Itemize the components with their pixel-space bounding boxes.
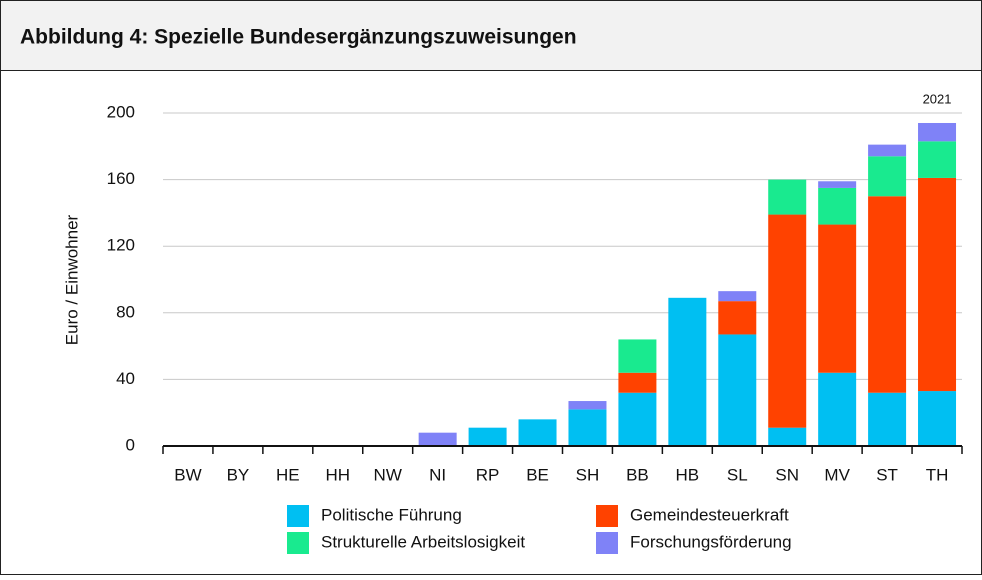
x-tick-label: HE bbox=[276, 465, 300, 484]
legend-label: Strukturelle Arbeitslosigkeit bbox=[321, 532, 525, 551]
bar-segment bbox=[918, 122, 957, 142]
x-tick-label: HH bbox=[326, 465, 351, 484]
y-tick-label: 200 bbox=[107, 102, 135, 121]
bar-segment bbox=[518, 419, 557, 446]
x-tick-label: BY bbox=[227, 465, 250, 484]
x-tick-label: NW bbox=[374, 465, 402, 484]
x-tick-label: HB bbox=[676, 465, 700, 484]
header bbox=[0, 0, 982, 71]
y-tick-label: 160 bbox=[107, 169, 135, 188]
bar-segment bbox=[568, 401, 607, 410]
legend-label: Gemeindesteuerkraft bbox=[630, 505, 789, 524]
x-tick-label: SH bbox=[576, 465, 600, 484]
legend-swatch bbox=[596, 532, 618, 554]
bar-segment bbox=[768, 179, 807, 215]
bar-segment bbox=[868, 196, 907, 393]
y-tick-label: 80 bbox=[116, 302, 135, 321]
bar-segment bbox=[868, 144, 907, 157]
x-tick-label: NI bbox=[429, 465, 446, 484]
bar-segment bbox=[818, 187, 857, 225]
bar-segment bbox=[718, 291, 757, 302]
bar-segment bbox=[568, 409, 607, 446]
chart-title: Abbildung 4: Spezielle Bundesergänzungsz… bbox=[20, 26, 577, 49]
bar-segment bbox=[868, 392, 907, 446]
bar-segment bbox=[618, 392, 657, 446]
x-tick-label: BE bbox=[526, 465, 549, 484]
legend-label: Politische Führung bbox=[321, 505, 462, 524]
x-tick-label: ST bbox=[876, 465, 898, 484]
y-tick-label: 120 bbox=[107, 236, 135, 255]
x-tick-label: RP bbox=[476, 465, 500, 484]
bar-segment bbox=[618, 372, 657, 393]
x-tick-label: BW bbox=[174, 465, 201, 484]
bar-segment bbox=[418, 432, 457, 446]
legend-swatch bbox=[596, 505, 618, 527]
x-tick-label: MV bbox=[824, 465, 850, 484]
annotation: 2021 bbox=[923, 91, 952, 106]
x-tick-label: SN bbox=[775, 465, 799, 484]
bar-segment bbox=[768, 214, 807, 428]
bar-segment bbox=[818, 224, 857, 373]
legend-label: Forschungsförderung bbox=[630, 532, 792, 551]
bar-segment bbox=[918, 391, 957, 446]
bar-segment bbox=[618, 339, 657, 373]
bar-segment bbox=[718, 301, 757, 335]
legend-swatch bbox=[287, 505, 309, 527]
y-tick-label: 40 bbox=[116, 369, 135, 388]
y-tick-label: 0 bbox=[126, 435, 135, 454]
bar-segment bbox=[668, 297, 707, 446]
x-tick-label: BB bbox=[626, 465, 649, 484]
bar-segment bbox=[918, 177, 957, 392]
x-tick-label: SL bbox=[727, 465, 748, 484]
bar-segment bbox=[718, 334, 757, 446]
bar-segment bbox=[818, 372, 857, 446]
bar-segment bbox=[818, 181, 857, 188]
y-axis-label: Euro / Einwohner bbox=[62, 214, 81, 345]
bar-segment bbox=[468, 427, 507, 446]
bar-segment bbox=[918, 141, 957, 178]
x-tick-label: TH bbox=[926, 465, 949, 484]
legend-swatch bbox=[287, 532, 309, 554]
bar-segment bbox=[768, 427, 807, 446]
bar-segment bbox=[868, 156, 907, 197]
